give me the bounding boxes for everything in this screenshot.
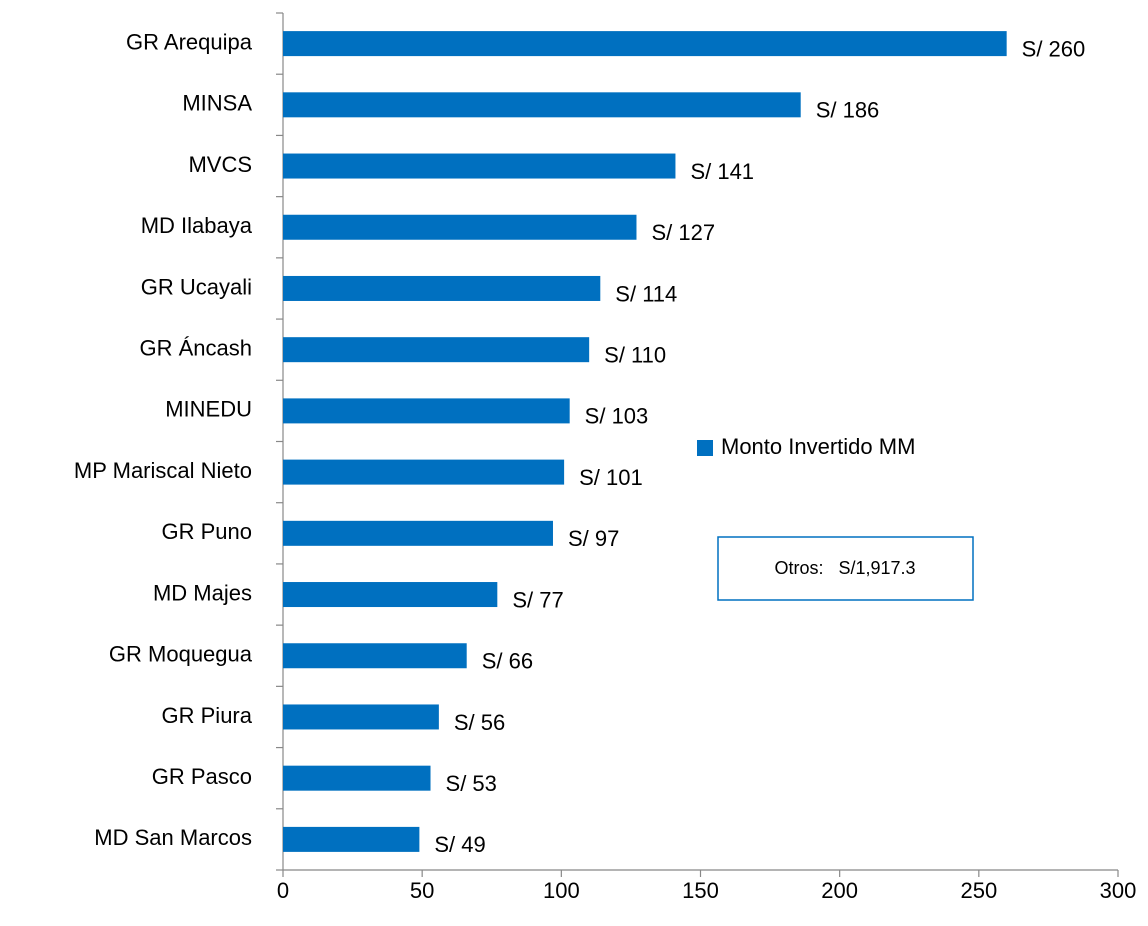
- x-tick-label: 50: [410, 878, 434, 903]
- x-tick-label: 100: [543, 878, 580, 903]
- y-tick-label: MINSA: [182, 91, 252, 116]
- y-tick-label: MD Majes: [153, 580, 252, 605]
- value-label: S/ 260: [1022, 36, 1086, 61]
- bar: [283, 92, 801, 118]
- y-tick-label: MP Mariscal Nieto: [74, 458, 252, 483]
- bar: [283, 826, 420, 852]
- bar: [283, 765, 431, 791]
- value-label: S/ 186: [816, 98, 880, 123]
- bar: [283, 582, 498, 608]
- legend-swatch: [697, 440, 713, 456]
- y-tick-label: GR Áncash: [140, 335, 253, 360]
- x-tick-label: 250: [960, 878, 997, 903]
- y-tick-label: GR Puno: [162, 519, 253, 544]
- y-tick-label: MD San Marcos: [94, 825, 252, 850]
- value-label: S/ 49: [434, 832, 485, 857]
- bar: [283, 520, 553, 546]
- x-tick-label: 300: [1100, 878, 1137, 903]
- x-tick-label: 0: [277, 878, 289, 903]
- bar: [283, 275, 601, 301]
- y-tick-label: MD Ilabaya: [141, 213, 253, 238]
- x-tick-label: 200: [821, 878, 858, 903]
- annotation-box: [717, 536, 974, 601]
- value-label: S/ 53: [446, 771, 497, 796]
- annotation: Otros: S/1,917.3: [774, 558, 915, 578]
- legend-label: Monto Invertido MM: [721, 434, 915, 459]
- bar: [283, 643, 467, 669]
- value-label: S/ 127: [651, 220, 715, 245]
- y-tick-label: GR Piura: [162, 703, 253, 728]
- y-tick-label: GR Pasco: [152, 764, 252, 789]
- value-label: S/ 56: [454, 710, 505, 735]
- y-tick-label: GR Ucayali: [141, 274, 252, 299]
- value-label: S/ 103: [585, 404, 649, 429]
- value-label: S/ 66: [482, 649, 533, 674]
- x-tick-label: 150: [682, 878, 719, 903]
- value-label: S/ 97: [568, 526, 619, 551]
- bar: [283, 459, 565, 485]
- y-tick-label: MINEDU: [165, 397, 252, 422]
- value-label: S/ 114: [615, 281, 677, 306]
- bar: [283, 398, 570, 424]
- y-tick-label: GR Moquegua: [109, 642, 253, 667]
- value-label: S/ 77: [512, 587, 563, 612]
- value-label: S/ 141: [690, 159, 754, 184]
- y-tick-label: MVCS: [188, 152, 252, 177]
- value-label: S/ 110: [604, 342, 666, 367]
- bar: [283, 153, 676, 179]
- bar: [283, 214, 637, 240]
- value-label: S/ 101: [579, 465, 643, 490]
- y-tick-label: GR Arequipa: [126, 29, 253, 54]
- bar: [283, 704, 439, 730]
- bar: [283, 337, 590, 363]
- bar: [283, 31, 1007, 57]
